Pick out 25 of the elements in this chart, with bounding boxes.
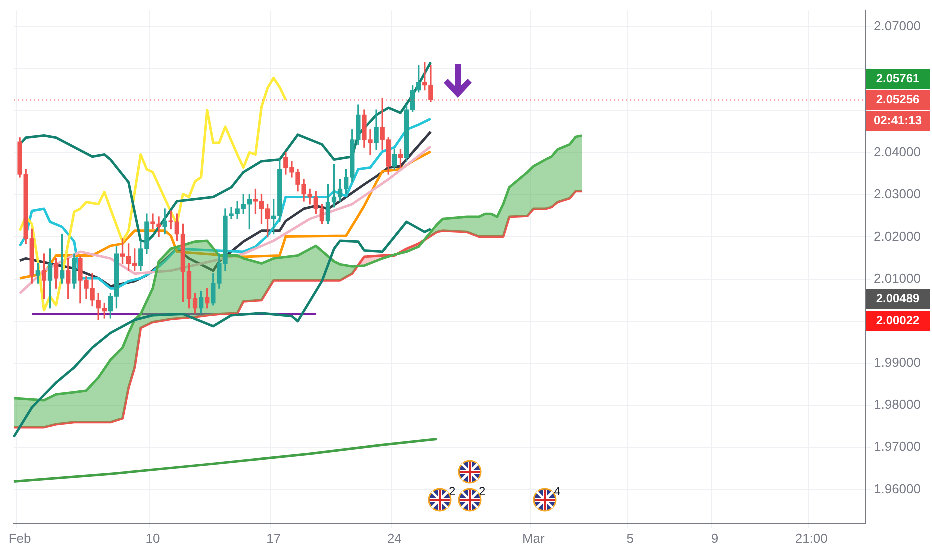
y-tick-label: 1.96000 — [874, 481, 921, 496]
text: 2.00022 — [876, 313, 920, 328]
y-tick-label: 2.03000 — [874, 186, 921, 202]
annotation: 2 — [479, 484, 486, 498]
x-tick-label: 24 — [387, 530, 402, 546]
text: 2.05761 — [876, 72, 920, 86]
y-tick-label: 2.01000 — [874, 270, 921, 286]
ref-line-label: 2.05256 — [876, 92, 920, 106]
y-tick-label: 1.97000 — [874, 439, 921, 454]
y-tick-label: 2.04000 — [874, 144, 921, 160]
x-tick-label: 9 — [711, 530, 719, 546]
x-tick-label: Feb — [8, 530, 32, 546]
y-tick-label: 2.07000 — [874, 18, 921, 34]
y-tick-label: 1.99000 — [874, 355, 921, 370]
y-tick-label: 1.98000 — [874, 397, 921, 412]
x-tick-label: 21:00 — [795, 530, 828, 546]
x-tick-label: Mar — [522, 530, 546, 546]
x-tick-label: 10 — [146, 530, 160, 546]
annotation: 2 — [449, 484, 456, 498]
y-tick-label: 2.02000 — [874, 228, 921, 244]
text: 02:41:13 — [874, 114, 922, 128]
annotation: 4 — [554, 484, 561, 498]
x-tick-label: 5 — [626, 530, 634, 546]
x-tick-label: 17 — [266, 530, 282, 546]
text: 2.00489 — [876, 292, 920, 306]
